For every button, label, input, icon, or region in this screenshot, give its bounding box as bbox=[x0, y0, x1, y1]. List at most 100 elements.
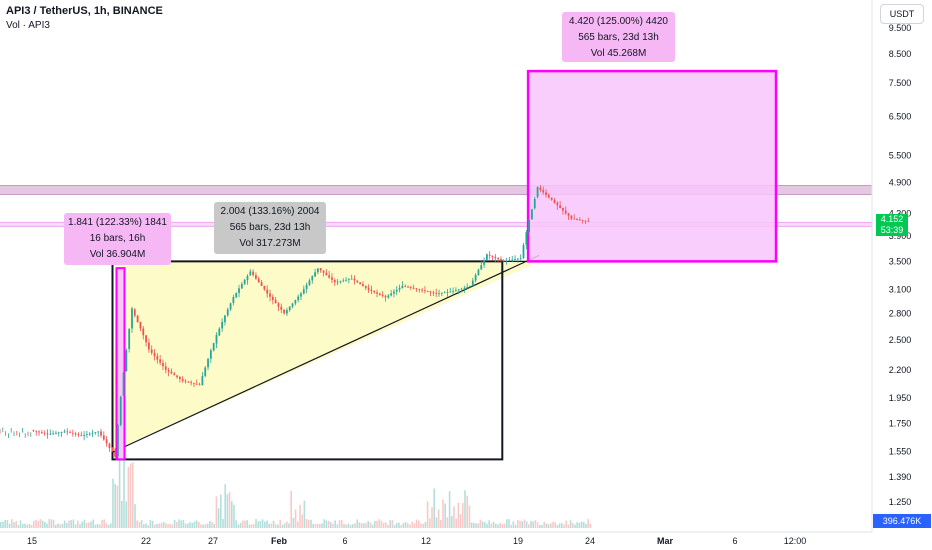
candle-body bbox=[314, 272, 316, 277]
volume-bar bbox=[250, 524, 253, 528]
target-change: 4.420 (125.00%) 4420 bbox=[569, 16, 668, 27]
volume-bar bbox=[451, 515, 453, 528]
candle-body bbox=[390, 293, 393, 296]
candle-body bbox=[432, 292, 435, 294]
candle-body bbox=[249, 271, 252, 276]
candle-body bbox=[463, 287, 466, 289]
candle-body bbox=[153, 352, 156, 357]
volume-bar bbox=[200, 524, 202, 528]
volume-bar bbox=[59, 524, 61, 528]
candle-body bbox=[505, 260, 508, 262]
volume-bar bbox=[525, 521, 528, 528]
volume-bar bbox=[545, 523, 548, 528]
time-tick-label: 27 bbox=[208, 536, 218, 546]
candle-body bbox=[302, 289, 305, 294]
volume-bar bbox=[556, 524, 559, 528]
volume-bar bbox=[242, 520, 244, 528]
candle-body bbox=[457, 289, 460, 291]
volume-bar bbox=[44, 521, 46, 528]
candle-body bbox=[393, 291, 395, 294]
candle-body bbox=[257, 278, 260, 283]
candle-body bbox=[288, 306, 291, 311]
candle-body bbox=[162, 362, 164, 367]
volume-bar bbox=[17, 524, 20, 528]
volume-bar bbox=[189, 522, 191, 528]
volume-bar bbox=[204, 524, 207, 528]
volume-bar bbox=[33, 520, 35, 528]
volume-bar bbox=[39, 519, 42, 528]
volume-bar bbox=[371, 524, 374, 528]
candle-body bbox=[74, 433, 77, 435]
volume-bar bbox=[224, 484, 226, 528]
volume-bar bbox=[501, 524, 504, 528]
time-tick-label: 22 bbox=[141, 536, 151, 546]
price-tick-label: 9.500 bbox=[889, 23, 912, 33]
volume-bar bbox=[270, 523, 273, 528]
pattern-volume: Vol 317.273M bbox=[239, 238, 301, 249]
candle-body bbox=[435, 292, 438, 294]
volume-bar bbox=[444, 503, 446, 528]
candle-body bbox=[514, 259, 516, 260]
volume-bar bbox=[2, 521, 4, 528]
candle-body bbox=[359, 282, 362, 285]
candle-body bbox=[471, 280, 474, 286]
candle-body bbox=[452, 291, 454, 293]
volume-bar bbox=[257, 521, 259, 528]
pattern-change: 2.004 (133.16%) 2004 bbox=[220, 206, 320, 217]
volume-bar bbox=[206, 523, 209, 528]
volume-bar bbox=[198, 521, 200, 528]
volume-bar bbox=[147, 524, 149, 528]
volume-bar bbox=[561, 522, 563, 528]
volume-bar bbox=[312, 524, 314, 528]
currency-selector[interactable]: USDT bbox=[880, 4, 924, 24]
volume-bar bbox=[387, 524, 389, 528]
volume-bar bbox=[63, 520, 66, 528]
candle-body bbox=[240, 283, 243, 289]
volume-bar bbox=[347, 523, 350, 528]
volume-bar bbox=[367, 520, 369, 528]
volume-bar bbox=[352, 524, 354, 528]
volume-bar bbox=[583, 521, 585, 528]
candle-body bbox=[269, 293, 271, 297]
candle-body bbox=[195, 383, 198, 385]
volume-bar bbox=[220, 494, 222, 528]
volume-bar bbox=[477, 523, 479, 528]
volume-bar bbox=[193, 521, 196, 528]
volume-bar bbox=[286, 521, 288, 528]
volume-bar bbox=[178, 519, 180, 528]
volume-bar bbox=[103, 519, 105, 528]
volume-bar bbox=[96, 524, 99, 528]
volume-bar bbox=[574, 524, 576, 528]
candle-body bbox=[145, 335, 147, 343]
volume-bar bbox=[294, 509, 297, 528]
volume-bar bbox=[400, 524, 402, 528]
candle-body bbox=[553, 199, 556, 203]
volume-bar bbox=[547, 524, 550, 528]
candle-body bbox=[443, 292, 446, 294]
volume-bar bbox=[151, 520, 154, 528]
volume-bar bbox=[552, 521, 554, 528]
candle-body bbox=[119, 396, 122, 425]
volume-bar bbox=[497, 524, 499, 528]
volume-bar bbox=[110, 523, 112, 528]
volume-bar bbox=[68, 520, 70, 528]
triangle-pattern-fill bbox=[112, 261, 540, 453]
volume-indicator-label[interactable]: Vol · API3 bbox=[6, 20, 50, 31]
volume-bar bbox=[158, 523, 160, 528]
candle-body bbox=[336, 281, 339, 283]
candle-body bbox=[201, 376, 204, 386]
candle-body bbox=[108, 443, 111, 448]
volume-bar bbox=[492, 521, 495, 528]
candle-body bbox=[167, 369, 170, 372]
candle-body bbox=[407, 286, 409, 288]
candle-body bbox=[587, 220, 590, 222]
candle-body bbox=[578, 219, 581, 221]
volume-bar bbox=[578, 522, 581, 528]
candle-body bbox=[438, 293, 440, 294]
volume-bar bbox=[437, 509, 440, 528]
volume-bar bbox=[173, 519, 176, 528]
candle-body bbox=[142, 328, 145, 336]
candle-body bbox=[559, 205, 562, 208]
volume-bar bbox=[277, 524, 279, 528]
